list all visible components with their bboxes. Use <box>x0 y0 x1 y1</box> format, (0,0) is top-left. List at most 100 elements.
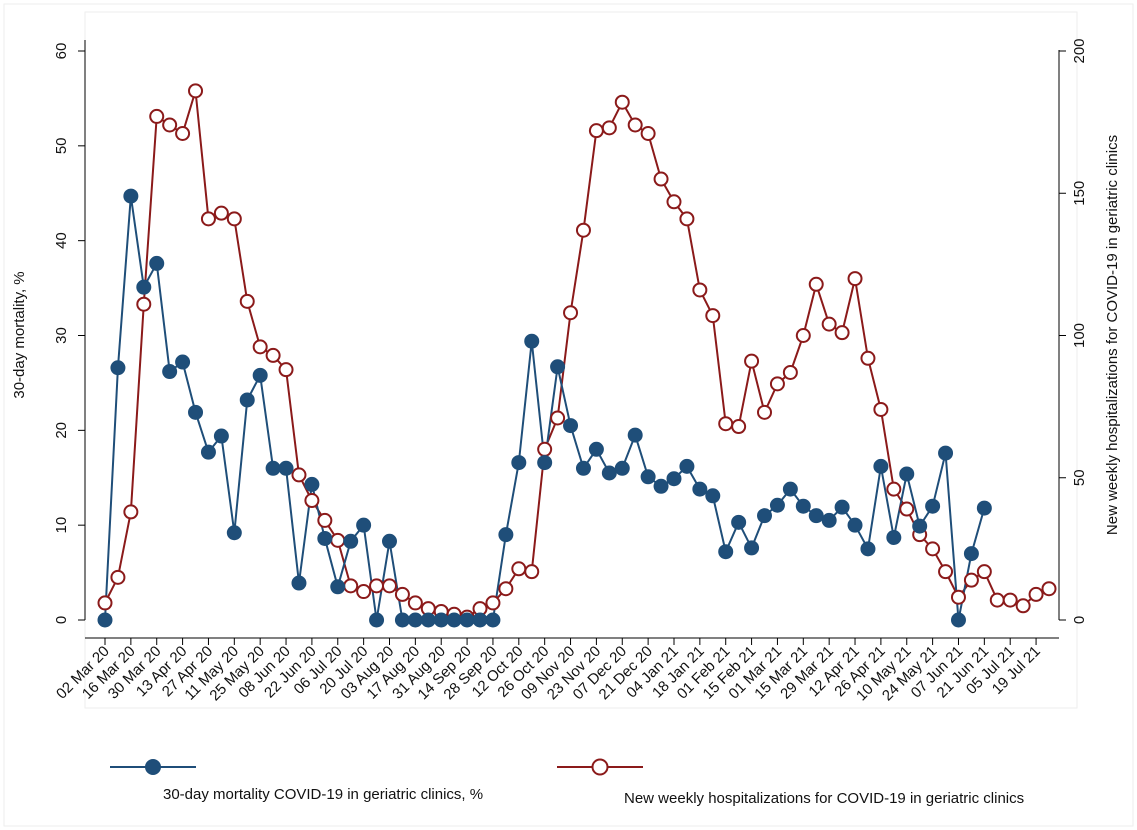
mortality-point <box>511 455 527 471</box>
hospitalizations-point <box>200 211 216 227</box>
mortality-point <box>627 427 643 443</box>
hospitalizations-point <box>601 120 617 136</box>
hospitalizations-point <box>821 316 837 332</box>
hospitalizations-point <box>757 404 773 420</box>
hospitalizations-line <box>104 89 1050 619</box>
hospitalizations-point <box>162 117 178 133</box>
hospitalizations-point <box>886 481 902 497</box>
right-tick-label: 100 <box>1071 323 1088 348</box>
mortality-line <box>104 195 986 621</box>
mortality-point <box>188 404 204 420</box>
legend-mortality-label: 30-day mortality COVID-19 in geriatric c… <box>163 786 483 803</box>
hospitalizations-point <box>291 467 307 483</box>
hospitalizations-point <box>356 584 372 600</box>
hospitalizations-point <box>485 595 501 611</box>
mortality-point <box>666 471 682 487</box>
mortality-point <box>213 428 229 444</box>
hospitalizations-point <box>860 350 876 366</box>
mortality-point <box>976 500 992 516</box>
hospitalizations-point <box>226 211 242 227</box>
mortality-point <box>162 364 178 380</box>
mortality-point <box>446 612 462 628</box>
hospitalizations-point <box>265 347 281 363</box>
mortality-point <box>847 517 863 533</box>
left-tick-label: 40 <box>53 232 70 249</box>
hospitalizations-point <box>769 376 785 392</box>
mortality-point <box>524 333 540 349</box>
left-tick-label: 10 <box>53 517 70 534</box>
hospitalizations-point <box>188 83 204 99</box>
legend-hospitalizations-label: New weekly hospitalizations for COVID-19… <box>624 790 1024 807</box>
right-axis-title: New weekly hospitalizations for COVID-19… <box>1104 135 1121 535</box>
mortality-point <box>821 512 837 528</box>
mortality-point <box>769 497 785 513</box>
mortality-point <box>563 418 579 434</box>
hospitalizations-point <box>808 276 824 292</box>
hospitalizations-point <box>252 339 268 355</box>
left-tick-label: 60 <box>53 43 70 60</box>
right-tick-label: 200 <box>1071 38 1088 63</box>
mortality-point <box>640 469 656 485</box>
mortality-point <box>860 541 876 557</box>
mortality-point <box>782 481 798 497</box>
right-tick-label: 0 <box>1071 616 1088 624</box>
hospitalizations-point <box>938 564 954 580</box>
hospitalizations-point <box>925 541 941 557</box>
mortality-point <box>291 575 307 591</box>
hospitalizations-point <box>744 353 760 369</box>
hospitalizations-point <box>110 569 126 585</box>
left-tick-label: 50 <box>53 137 70 154</box>
mortality-point <box>963 546 979 562</box>
mortality-point <box>614 460 630 476</box>
series-lines <box>104 89 1050 621</box>
hospitalizations-point <box>394 586 410 602</box>
mortality-point <box>123 188 139 204</box>
mortality-point <box>873 458 889 474</box>
mortality-point <box>485 612 501 628</box>
mortality-point <box>136 279 152 295</box>
hospitalizations-point <box>149 108 165 124</box>
mortality-point <box>731 514 747 530</box>
mortality-point <box>356 517 372 533</box>
hospitalizations-point <box>550 410 566 426</box>
hospitalizations-point <box>640 126 656 142</box>
mortality-point <box>381 533 397 549</box>
hospitalizations-point <box>795 328 811 343</box>
hospitalizations-point <box>588 123 604 139</box>
mortality-point <box>407 612 423 628</box>
mortality-point <box>550 359 566 375</box>
mortality-point <box>950 612 966 628</box>
hospitalizations-point <box>989 592 1005 608</box>
mortality-point <box>601 465 617 481</box>
mortality-point <box>757 508 773 524</box>
mortality-point <box>472 612 488 628</box>
hospitalizations-point <box>692 282 708 298</box>
mortality-point <box>886 529 902 545</box>
hospitalizations-point <box>330 532 346 548</box>
hospitalizations-point <box>614 94 630 110</box>
mortality-point <box>239 392 255 408</box>
mortality-point <box>175 354 191 370</box>
legend-mortality-marker <box>145 759 161 775</box>
hospitalizations-point <box>407 595 423 611</box>
mortality-point <box>912 518 928 534</box>
mortality-point <box>278 460 294 476</box>
mortality-point <box>200 444 216 460</box>
outer-border <box>3 3 1134 827</box>
mortality-point <box>394 612 410 628</box>
mortality-point <box>808 508 824 524</box>
hospitalizations-point <box>537 441 553 457</box>
series-markers <box>97 83 1057 628</box>
hospitalizations-point <box>136 296 152 312</box>
mortality-point <box>718 544 734 560</box>
mortality-point <box>692 481 708 497</box>
hospitalizations-point <box>524 564 540 580</box>
plot-border <box>84 11 1078 709</box>
hospitalizations-point <box>381 578 397 594</box>
hospitalizations-point <box>575 222 591 238</box>
left-tick-label: 0 <box>53 616 70 624</box>
hospitalizations-point <box>976 564 992 580</box>
mortality-point <box>330 579 346 595</box>
